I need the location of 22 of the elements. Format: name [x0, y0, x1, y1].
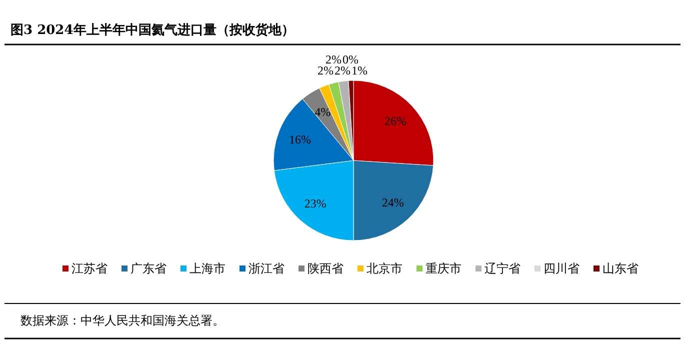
legend-label: 四川省 [544, 262, 580, 276]
data-label: 16% [288, 132, 311, 146]
legend-label: 上海市 [190, 262, 226, 276]
data-label: 2% [326, 52, 342, 66]
data-label: 2% [334, 64, 350, 78]
legend-label: 山东省 [602, 262, 638, 276]
legend-label: 辽宁省 [484, 262, 520, 276]
data-label: 23% [304, 196, 326, 211]
legend-label: 广东省 [130, 262, 166, 276]
legend-label: 重庆市 [426, 262, 462, 276]
data-label: 4% [314, 104, 331, 119]
data-label: 2% [318, 64, 334, 78]
legend-label: 陕西省 [308, 262, 344, 276]
data-label: 26% [384, 114, 406, 128]
source-note: 数据来源：中华人民共和国海关总署。 [20, 314, 224, 328]
legend-label: 北京市 [366, 262, 402, 276]
chart-title: 图3 2024年上半年中国氦气进口量（按收货地） [10, 22, 294, 38]
legend-label: 浙江省 [248, 262, 284, 276]
data-label: 24% [382, 195, 404, 210]
legend-label: 江苏省 [72, 262, 108, 276]
text: 0% [342, 52, 358, 66]
data-label: 1% [352, 64, 368, 78]
